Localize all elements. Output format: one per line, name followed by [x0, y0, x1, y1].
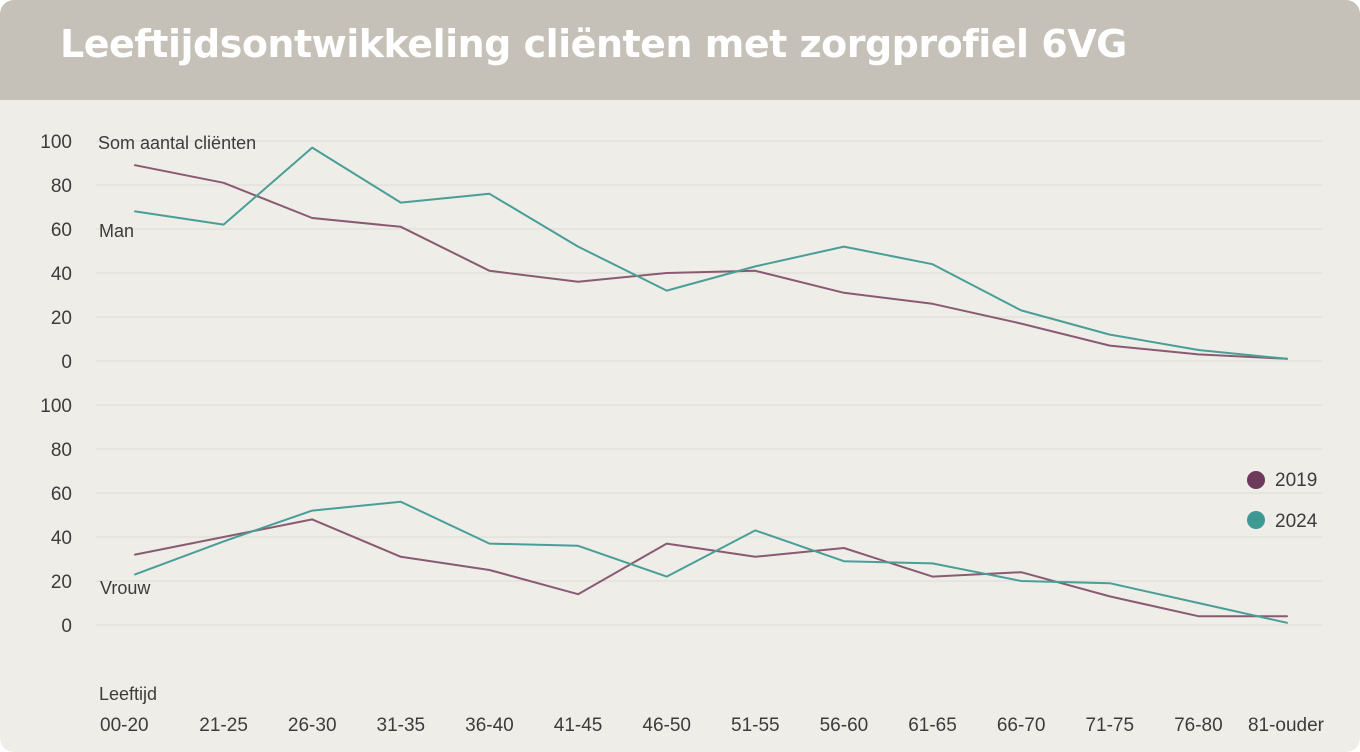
x-tick-label: 26-30 — [288, 715, 337, 736]
series-line-2019-vrouw — [134, 518, 1288, 618]
x-tick-label: 76-80 — [1174, 715, 1223, 736]
legend-marker-2019 — [1247, 471, 1265, 489]
y-tick-label: 100 — [40, 396, 72, 417]
y-tick-label: 20 — [51, 308, 72, 329]
y-axis-label: Som aantal cliënten — [98, 133, 256, 153]
legend-label-2019: 2019 — [1275, 470, 1317, 491]
panel-label-man: Man — [99, 221, 134, 241]
gridlines — [96, 140, 1322, 626]
x-tick-label: 56-60 — [820, 715, 869, 736]
y-tick-label: 20 — [51, 572, 72, 593]
title-bar: Leeftijdsontwikkeling cliënten met zorgp… — [0, 0, 1360, 100]
chart-title: Leeftijdsontwikkeling cliënten met zorgp… — [60, 22, 1127, 66]
y-tick-label: 80 — [51, 440, 72, 461]
panel-label-vrouw: Vrouw — [100, 578, 151, 598]
legend-marker-2024 — [1247, 511, 1265, 529]
y-axis-ticks: 0 20 40 60 80 100 0 20 40 60 80 100 — [40, 132, 72, 637]
x-tick-label: 00-20 — [100, 715, 149, 736]
series-line-2024-vrouw — [134, 500, 1288, 624]
series-line-2019-man — [134, 164, 1288, 360]
y-tick-label: 40 — [51, 528, 72, 549]
legend: 2019 2024 — [1247, 470, 1318, 532]
x-tick-label: 46-50 — [642, 715, 691, 736]
x-tick-label: 41-45 — [554, 715, 603, 736]
series-lines — [134, 146, 1288, 624]
y-tick-label: 60 — [51, 484, 72, 505]
y-tick-label: 0 — [61, 352, 72, 373]
x-axis-label: Leeftijd — [99, 684, 157, 704]
x-tick-label: 61-65 — [908, 715, 957, 736]
x-axis-ticks: 00-20 21-25 26-30 31-35 36-40 41-45 46-50 51-55… — [100, 715, 1325, 736]
x-tick-label: 21-25 — [199, 715, 248, 736]
x-tick-label: 36-40 — [465, 715, 514, 736]
y-tick-label: 40 — [51, 264, 72, 285]
legend-label-2024: 2024 — [1275, 511, 1318, 532]
y-tick-label: 60 — [51, 220, 72, 241]
x-tick-label: 51-55 — [731, 715, 780, 736]
y-tick-label: 80 — [51, 176, 72, 197]
y-tick-label: 0 — [61, 616, 72, 637]
x-tick-label: 71-75 — [1085, 715, 1134, 736]
x-tick-label: 31-35 — [377, 715, 426, 736]
x-tick-label: 81-ouder — [1248, 715, 1325, 736]
y-tick-label: 100 — [40, 132, 72, 153]
x-tick-label: 66-70 — [997, 715, 1046, 736]
series-line-2024-man — [134, 146, 1288, 360]
